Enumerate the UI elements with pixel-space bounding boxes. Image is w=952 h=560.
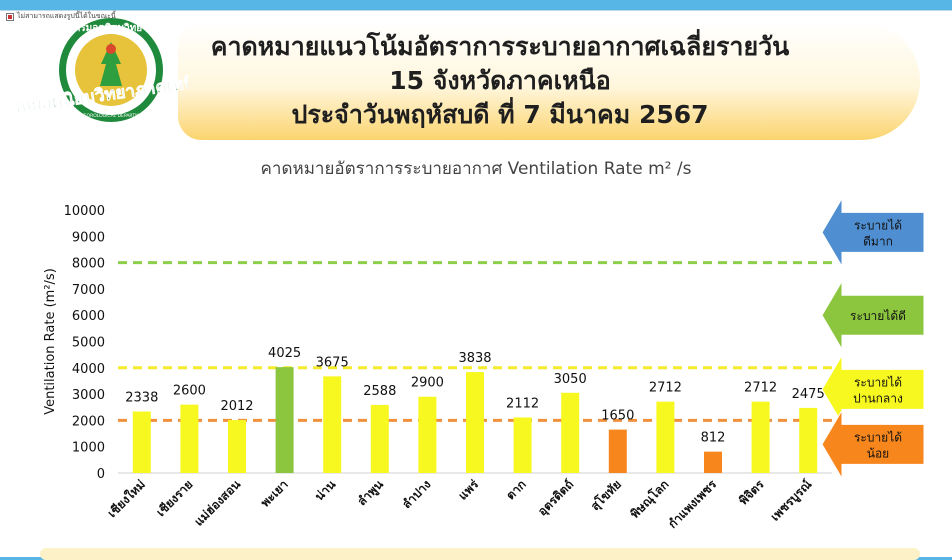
legend-arrow (821, 196, 925, 269)
bar (466, 372, 484, 473)
bar (799, 407, 818, 473)
category-label: เพชรบูรณ์ (768, 477, 815, 524)
data-label: 2600 (173, 384, 206, 399)
data-label: 2900 (411, 376, 444, 391)
y-tick-label: 4000 (72, 362, 105, 377)
legend-label: ระบายได้ (854, 218, 902, 232)
y-tick-label: 7000 (72, 283, 105, 298)
category-label: พิจิตร (736, 477, 767, 508)
y-tick-label: 8000 (72, 257, 105, 272)
window-caption: ไม่สามารถแสดงรูปนี้ได้ในขณะนี้ (6, 11, 116, 22)
category-label: แม่ฮ่องสอน (192, 477, 244, 529)
y-tick-label: 10000 (64, 204, 105, 219)
legend-label: น้อย (867, 446, 889, 460)
bar (228, 420, 246, 473)
category-label: ลำปาง (399, 477, 433, 511)
legend-label: ดีมาก (863, 234, 893, 248)
y-tick-label: 0 (97, 467, 105, 482)
data-label: 2588 (363, 384, 396, 399)
bar (513, 417, 532, 473)
window-caption-text: ไม่สามารถแสดงรูปนี้ได้ในขณะนี้ (17, 12, 116, 20)
data-label: 3838 (458, 351, 491, 366)
bar (370, 404, 389, 473)
data-label: 812 (701, 431, 726, 446)
category-label: เชียงราย (154, 477, 196, 519)
header-line-2: 15 จังหวัดภาคเหนือ (389, 66, 611, 95)
bar (561, 392, 580, 473)
y-tick-label: 2000 (72, 414, 105, 429)
category-label: สุโขทัย (587, 477, 624, 514)
bar (418, 396, 437, 473)
y-tick-label: 5000 (72, 336, 105, 351)
bar (608, 429, 627, 473)
chart-title: คาดหมายอัตราการระบายอากาศ Ventilation Ra… (260, 159, 692, 179)
data-label: 2475 (792, 387, 825, 402)
data-label: 2112 (506, 396, 539, 411)
category-label: แพร่ (456, 477, 482, 503)
legend-label: ระบายได้ดี (850, 309, 906, 323)
category-label: พิษณุโลก (627, 477, 672, 522)
legend-arrow (821, 408, 925, 481)
y-tick-label: 3000 (72, 388, 105, 403)
data-label: 2712 (649, 381, 682, 396)
bar (751, 401, 770, 473)
logo-figure-icon (100, 42, 122, 86)
category-label: อุตรดิตถ์ (535, 477, 577, 519)
bar (323, 376, 342, 473)
y-tick-label: 1000 (72, 441, 105, 456)
legend-label: ปานกลาง (853, 391, 903, 405)
data-label: 3675 (316, 355, 349, 370)
bottom-strip (40, 548, 920, 560)
broken-image-icon (6, 12, 14, 21)
y-tick-label: 9000 (72, 230, 105, 245)
bar (132, 411, 151, 473)
data-label: 2712 (744, 381, 777, 396)
category-label: กำแพงเพชร (665, 477, 719, 531)
category-label: ลำพูน (355, 477, 388, 510)
header-line-1: คาดหมายแนวโน้มอัตราการระบายอากาศเฉลี่ยรา… (210, 32, 790, 61)
header-line-3: ประจำวันพฤหัสบดี ที่ 7 มีนาคม 2567 (291, 100, 709, 129)
bar (180, 404, 199, 473)
header-title: คาดหมายแนวโน้มอัตราการระบายอากาศเฉลี่ยรา… (170, 30, 830, 132)
category-label: น่าน (312, 477, 339, 504)
legend-arrow (821, 279, 925, 352)
legend-label: ระบายได้ (854, 375, 902, 389)
data-label: 2012 (220, 399, 253, 414)
category-label: พะเยา (258, 477, 291, 510)
logo-ring-text-en: METEOROLOGICAL DEPARTMENT (74, 113, 148, 119)
category-label: เชียงใหม่ (104, 477, 148, 521)
logo-sun-icon (106, 44, 116, 54)
bar (656, 401, 675, 473)
y-tick-label: 6000 (72, 309, 105, 324)
data-label: 2338 (125, 391, 158, 406)
header-banner (178, 22, 920, 140)
data-label: 3050 (554, 372, 587, 387)
meteorological-logo: กรมอุตุนิยมวิทยา METEOROLOGICAL DEPARTME… (18, 18, 188, 122)
data-label: 1650 (601, 409, 634, 424)
y-axis-label: Ventilation Rate (m²/s) (43, 268, 58, 415)
legend-label: ระบายได้ (854, 430, 902, 444)
logo-ring-text: กรมอุตุนิยมวิทยา (74, 22, 148, 34)
bar (275, 367, 294, 473)
data-label: 4025 (268, 346, 301, 361)
category-label: ตาก (503, 477, 528, 502)
bar (704, 451, 722, 473)
